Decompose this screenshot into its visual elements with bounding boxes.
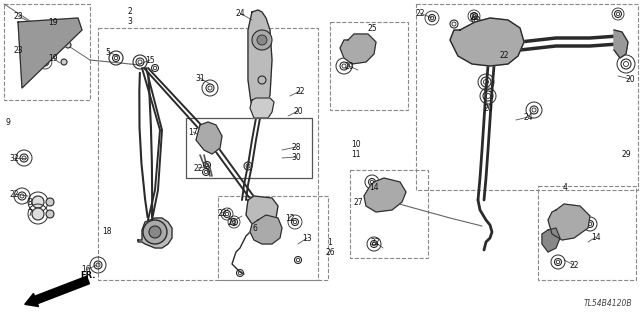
Text: 18: 18 (102, 227, 112, 236)
Circle shape (32, 196, 44, 208)
Text: 13: 13 (302, 234, 312, 243)
Text: 5: 5 (106, 47, 111, 57)
Text: 25: 25 (367, 23, 377, 33)
Text: 20: 20 (625, 75, 635, 84)
Text: 10: 10 (351, 140, 361, 148)
Bar (98, 28, 318, 280)
Text: 11: 11 (351, 149, 361, 158)
Text: 8: 8 (28, 197, 33, 206)
Text: 32: 32 (9, 154, 19, 163)
Circle shape (149, 226, 161, 238)
Circle shape (46, 198, 54, 206)
Circle shape (472, 26, 508, 62)
Bar (218, 196, 328, 280)
Text: 26: 26 (325, 247, 335, 257)
Text: 22: 22 (469, 12, 479, 21)
Circle shape (481, 35, 499, 53)
Bar (186, 118, 312, 178)
Polygon shape (614, 30, 628, 58)
FancyArrow shape (25, 276, 90, 307)
Text: 12: 12 (285, 213, 295, 222)
Text: 28: 28 (291, 142, 301, 151)
Text: 19: 19 (48, 53, 58, 62)
Text: 17: 17 (188, 127, 198, 137)
Text: FR.: FR. (80, 271, 95, 280)
Text: 22: 22 (193, 164, 203, 172)
Text: 14: 14 (369, 182, 379, 191)
Text: 22: 22 (499, 51, 509, 60)
Text: 24: 24 (235, 9, 245, 18)
Polygon shape (340, 34, 376, 64)
Text: 19: 19 (48, 18, 58, 27)
Text: 23: 23 (13, 45, 23, 54)
Text: 14: 14 (591, 233, 601, 242)
Text: 22: 22 (371, 237, 380, 246)
Polygon shape (248, 10, 272, 118)
Circle shape (44, 41, 51, 49)
Circle shape (350, 44, 366, 60)
Text: TL54B4120B: TL54B4120B (584, 299, 632, 308)
Text: 9: 9 (6, 117, 10, 126)
Bar (538, 186, 636, 280)
Polygon shape (250, 215, 282, 244)
Bar (350, 170, 428, 258)
Text: 27: 27 (353, 197, 363, 206)
Circle shape (61, 59, 67, 65)
Polygon shape (548, 204, 590, 240)
Text: 22: 22 (295, 86, 305, 95)
Text: 30: 30 (291, 153, 301, 162)
Polygon shape (542, 228, 560, 252)
Text: 31: 31 (195, 74, 205, 83)
Bar (416, 4, 638, 190)
Text: 29: 29 (621, 149, 631, 158)
Text: 22: 22 (9, 189, 19, 198)
Circle shape (143, 220, 167, 244)
Text: 22: 22 (569, 260, 579, 269)
Bar (330, 22, 408, 110)
Circle shape (46, 210, 54, 218)
Polygon shape (364, 178, 406, 212)
Text: 15: 15 (145, 55, 155, 65)
Circle shape (69, 25, 75, 31)
Text: 16: 16 (81, 266, 91, 275)
Text: 20: 20 (483, 103, 493, 113)
Text: 24: 24 (523, 113, 533, 122)
Circle shape (32, 208, 44, 220)
Text: 7: 7 (28, 209, 33, 218)
Text: 1: 1 (328, 237, 332, 246)
Polygon shape (250, 98, 274, 118)
Text: 20: 20 (344, 61, 354, 70)
Circle shape (41, 58, 49, 66)
Polygon shape (18, 18, 82, 88)
Text: 6: 6 (253, 223, 257, 233)
Polygon shape (138, 218, 172, 248)
Polygon shape (196, 122, 222, 154)
Text: 21: 21 (227, 218, 237, 227)
Circle shape (252, 30, 272, 50)
Circle shape (65, 42, 71, 48)
Text: 4: 4 (563, 182, 568, 191)
Circle shape (487, 41, 493, 47)
Circle shape (384, 192, 396, 204)
Text: 22: 22 (217, 209, 227, 218)
Polygon shape (450, 18, 524, 66)
Text: 2: 2 (127, 6, 132, 15)
Bar (4, 4, 90, 100)
Text: 22: 22 (415, 9, 425, 18)
Text: 23: 23 (13, 12, 23, 20)
Text: 20: 20 (293, 107, 303, 116)
Text: 3: 3 (127, 17, 132, 26)
Circle shape (46, 24, 54, 32)
Polygon shape (246, 196, 278, 225)
Circle shape (257, 35, 267, 45)
